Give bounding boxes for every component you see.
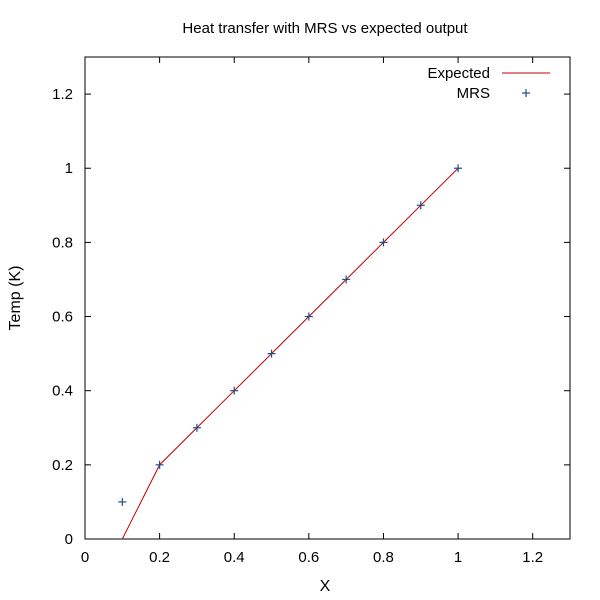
y-tick-label: 0.6 (52, 309, 73, 326)
series-mrs-point (416, 201, 425, 210)
series-mrs-point (379, 238, 388, 247)
x-tick-label: 1.2 (522, 549, 543, 566)
x-tick-label: 0.6 (298, 549, 319, 566)
series-mrs-point (192, 423, 201, 432)
chart-title: Heat transfer with MRS vs expected outpu… (182, 20, 468, 37)
y-tick-label: 0.4 (52, 383, 73, 400)
series-mrs-point (304, 312, 313, 321)
series-mrs-point (342, 275, 351, 284)
series-expected-line (121, 167, 459, 540)
series-mrs-point (454, 164, 463, 173)
series-mrs-point (267, 349, 276, 358)
series-mrs-point (155, 460, 164, 469)
x-tick-label: 1 (454, 549, 462, 566)
legend-label: MRS (457, 85, 490, 102)
series-mrs-point (230, 386, 239, 395)
x-tick-label: 0.4 (224, 549, 245, 566)
y-tick-label: 1 (65, 160, 73, 177)
axis-ticks: 0 0.2 0.4 0.6 0.8 1 1.2 0 0.2 0.4 0.6 0.8 1 1.2 (52, 57, 570, 566)
legend: Expected MRS (427, 65, 550, 102)
legend-swatch-marker (522, 89, 530, 97)
series-mrs-point (118, 497, 127, 506)
plot-area (84, 56, 571, 540)
legend-label: Expected (427, 65, 490, 82)
y-tick-label: 0 (65, 531, 73, 548)
y-tick-label: 0.2 (52, 457, 73, 474)
x-tick-label: 0 (81, 549, 89, 566)
series-layer (118, 164, 463, 540)
x-tick-label: 0.2 (149, 549, 170, 566)
x-axis-label: X (320, 578, 331, 595)
y-tick-label: 1.2 (52, 86, 73, 103)
y-tick-label: 0.8 (52, 234, 73, 251)
x-tick-label: 0.8 (373, 549, 394, 566)
y-axis-label: Temp (K) (7, 266, 24, 331)
plot-frame (84, 56, 571, 540)
